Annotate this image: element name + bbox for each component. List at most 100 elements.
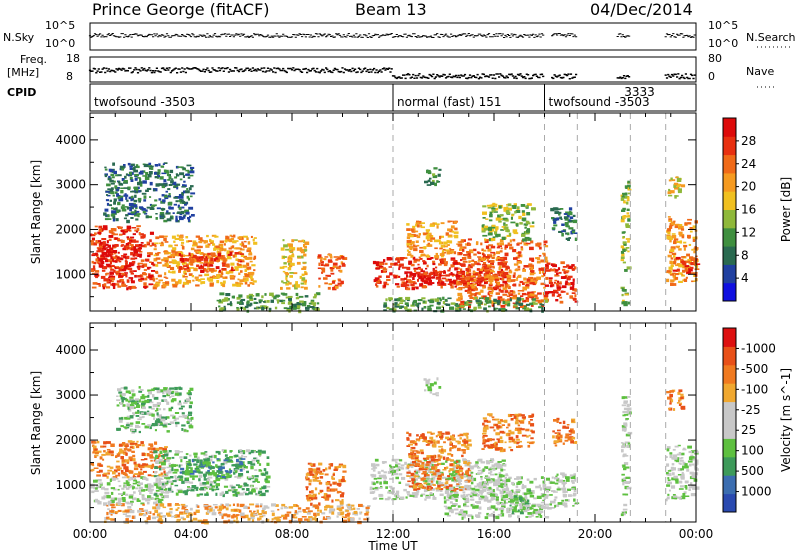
data-cell (186, 488, 191, 491)
data-cell (162, 424, 167, 427)
data-cell (214, 269, 217, 272)
data-cell (239, 492, 244, 496)
data-cell (422, 260, 426, 262)
data-cell (426, 180, 430, 183)
data-cell (203, 519, 208, 522)
data-cell (178, 488, 183, 491)
data-cell (133, 491, 136, 494)
data-cell (304, 272, 308, 276)
data-cell (318, 482, 323, 485)
data-cell (243, 491, 247, 494)
data-cell (208, 455, 213, 458)
data-cell (558, 230, 563, 233)
data-cell (239, 461, 243, 465)
data-cell (502, 293, 508, 296)
data-cell (220, 307, 225, 310)
data-cell (167, 188, 171, 191)
data-cell (121, 476, 127, 479)
data-cell (142, 180, 147, 184)
data-cell (169, 169, 174, 174)
data-cell (126, 246, 130, 250)
data-cell (314, 476, 319, 480)
data-cell (427, 307, 432, 311)
data-cell (567, 276, 571, 280)
data-cell (174, 468, 179, 472)
data-cell (223, 449, 227, 453)
data-cell (683, 244, 688, 248)
data-cell (254, 469, 258, 471)
data-cell (109, 466, 114, 469)
data-cell (190, 166, 195, 169)
data-cell (159, 389, 165, 392)
data-cell (154, 460, 160, 464)
data-cell (388, 308, 393, 311)
data-cell (133, 199, 138, 203)
data-cell (557, 293, 562, 296)
data-cell (622, 289, 627, 292)
data-cell (426, 234, 430, 238)
data-cell (513, 257, 518, 260)
data-cell (212, 461, 215, 464)
data-cell (172, 415, 176, 419)
data-cell (564, 282, 570, 286)
data-cell (216, 299, 221, 302)
data-cell (463, 493, 466, 497)
data-cell (316, 467, 321, 471)
data-cell (166, 393, 170, 397)
data-cell (447, 235, 453, 238)
data-cell (203, 486, 208, 490)
data-cell (131, 247, 134, 250)
data-cell (163, 450, 168, 453)
data-cell (168, 462, 171, 466)
data-cell (143, 163, 149, 168)
data-cell (482, 286, 485, 289)
data-cell (244, 305, 249, 309)
data-cell (196, 259, 202, 262)
data-cell (508, 207, 512, 211)
data-cell (147, 254, 151, 258)
data-cell (151, 474, 157, 477)
data-cell (177, 204, 180, 208)
data-cell (420, 494, 423, 497)
data-cell (511, 297, 516, 300)
data-cell (223, 485, 229, 488)
data-cell (388, 266, 392, 268)
data-cell (478, 300, 482, 303)
data-cell (103, 278, 109, 282)
data-cell (125, 447, 128, 451)
data-cell (171, 390, 175, 393)
data-cell (248, 293, 253, 297)
data-cell (306, 511, 311, 515)
data-cell (429, 304, 434, 307)
data-cell (186, 188, 189, 191)
data-cell (670, 279, 675, 283)
data-cell (169, 396, 172, 399)
data-cell (504, 246, 507, 250)
data-cell (246, 300, 250, 304)
data-cell (238, 486, 242, 489)
data-cell (140, 242, 144, 244)
data-cell (220, 463, 225, 466)
data-cell (166, 401, 170, 405)
data-cell (188, 390, 191, 393)
data-cell (488, 472, 492, 474)
data-cell (676, 256, 681, 260)
data-cell (158, 498, 164, 502)
data-cell (469, 292, 473, 296)
data-cell (480, 492, 483, 495)
data-cell (138, 171, 144, 175)
data-cell (208, 466, 211, 469)
data-cell (412, 281, 416, 283)
data-cell (339, 504, 344, 506)
data-cell (152, 278, 156, 282)
data-cell (187, 488, 192, 490)
data-cell (168, 464, 173, 468)
data-cell (411, 287, 415, 291)
data-cell (125, 285, 128, 287)
data-cell (124, 445, 129, 447)
data-cell (92, 265, 96, 269)
data-cell (502, 262, 507, 265)
data-cell (666, 270, 671, 273)
data-cell (145, 512, 148, 515)
data-cell (246, 488, 250, 491)
